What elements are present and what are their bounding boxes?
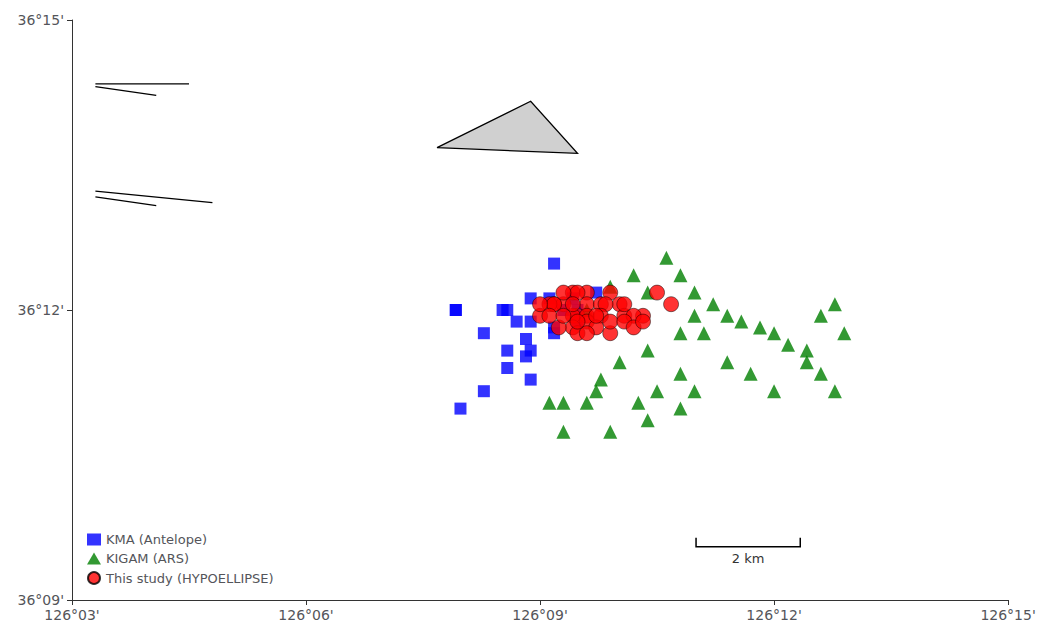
svg-text:126°09': 126°09' <box>512 607 567 623</box>
svg-text:126°12': 126°12' <box>746 607 801 623</box>
svg-text:126°06': 126°06' <box>278 607 333 623</box>
svg-text:126°15': 126°15' <box>980 607 1035 623</box>
svg-text:KIGAM (ARS): KIGAM (ARS) <box>106 551 189 566</box>
svg-text:36°09': 36°09' <box>18 592 64 608</box>
svg-text:This study (HYPOELLIPSE): This study (HYPOELLIPSE) <box>105 571 274 586</box>
svg-text:126°03': 126°03' <box>44 607 99 623</box>
svg-text:KMA (Antelope): KMA (Antelope) <box>106 532 207 547</box>
svg-text:36°12': 36°12' <box>18 302 64 318</box>
svg-text:36°15': 36°15' <box>18 12 64 28</box>
svg-text:2 km: 2 km <box>732 551 765 566</box>
